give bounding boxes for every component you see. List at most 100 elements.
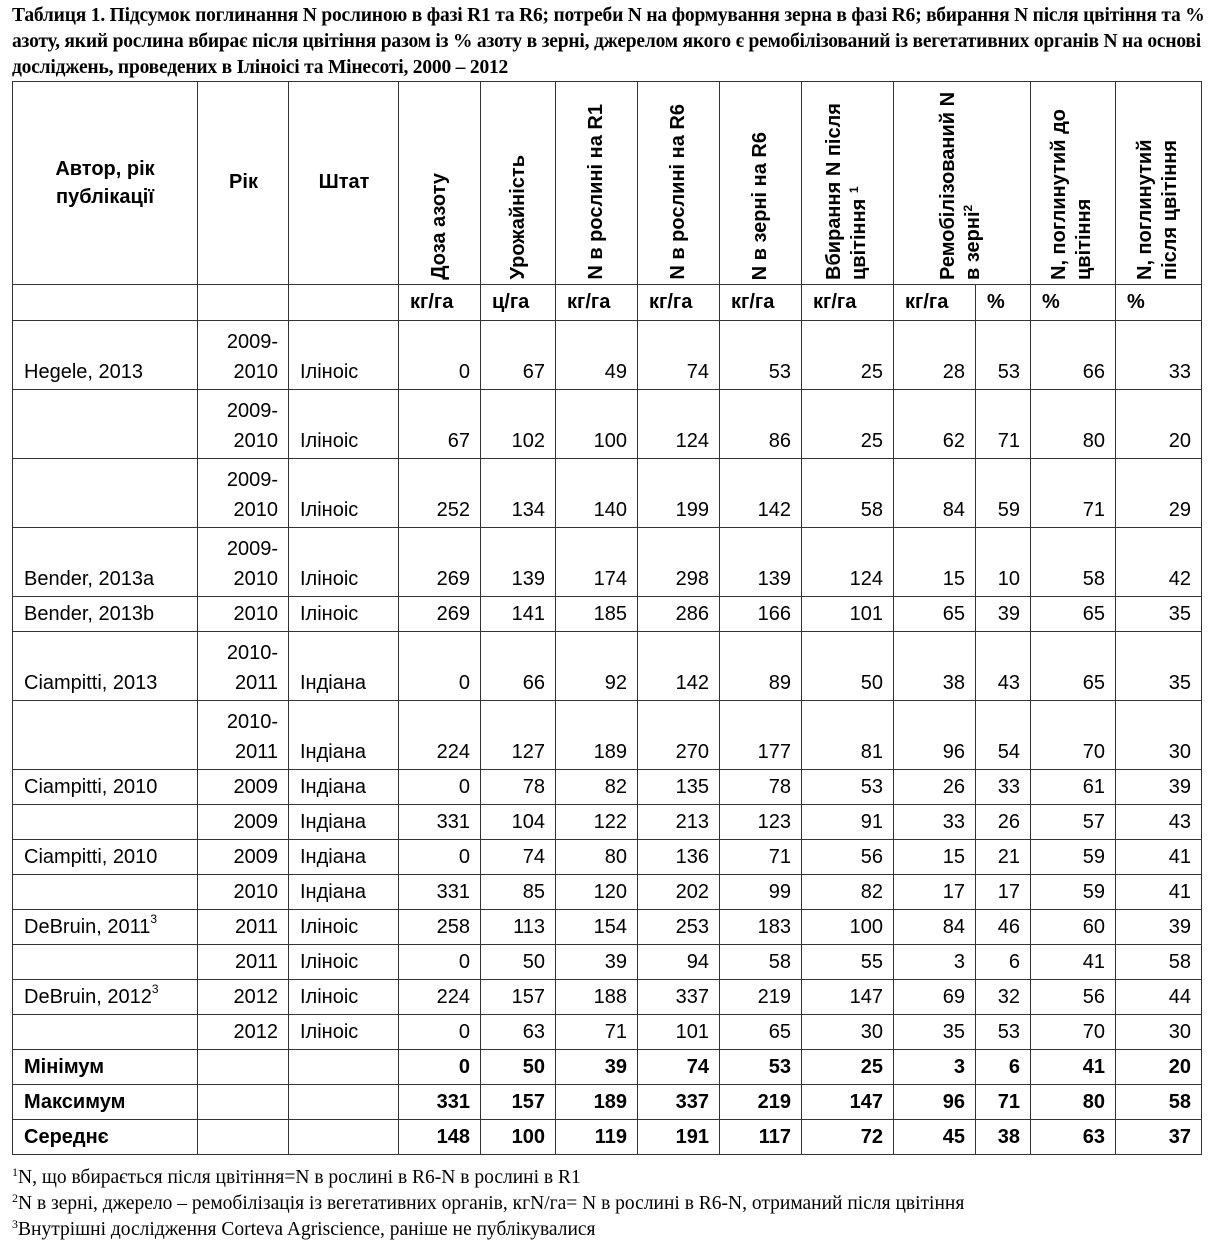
value-cell: 67 (480, 320, 556, 390)
value-cell: 70 (1030, 700, 1116, 770)
value-cell: 188 (555, 979, 638, 1015)
value-cell: 69 (893, 979, 976, 1015)
value-cell: 25 (801, 389, 894, 459)
unit-cell: кг/га (398, 284, 481, 321)
summary-value: 337 (637, 1084, 720, 1120)
unit-cell (197, 284, 289, 321)
value-cell: 199 (637, 458, 720, 528)
state-cell: Індіана (288, 804, 399, 840)
summary-value: 189 (555, 1084, 638, 1120)
value-cell: 82 (555, 769, 638, 805)
author-cell: Ciampitti, 2013 (12, 631, 198, 701)
value-cell: 0 (398, 1014, 481, 1050)
summary-value: 100 (480, 1119, 556, 1155)
author-cell (12, 1014, 198, 1050)
value-cell: 70 (1030, 1014, 1116, 1050)
value-cell: 57 (1030, 804, 1116, 840)
header-author: Автор, рік публікації (12, 81, 198, 285)
summary-value: 37 (1115, 1119, 1202, 1155)
header-uptake: Вбирання N після цвітіння 1 (801, 81, 894, 285)
value-cell: 120 (555, 874, 638, 910)
author-cell (12, 804, 198, 840)
unit-cell: ц/га (480, 284, 556, 321)
author: Ciampitti, 2013 (24, 672, 158, 694)
value-cell: 30 (1115, 700, 1202, 770)
author: DeBruin, 2012 (24, 986, 152, 1008)
empty-cell (197, 1049, 289, 1085)
unit-cell: % (975, 284, 1031, 321)
state-cell: Іліноіс (288, 389, 399, 459)
footnote-text: N, що вбирається після цвітіння=N в росл… (18, 1167, 581, 1188)
value-cell: 100 (801, 909, 894, 945)
year-cell: 2010 (197, 596, 289, 632)
value-cell: 124 (637, 389, 720, 459)
footnote: 1N, що вбирається після цвітіння=N в рос… (12, 1165, 964, 1191)
summary-value: 74 (637, 1049, 720, 1085)
summary-value: 20 (1115, 1049, 1202, 1085)
value-cell: 10 (975, 527, 1031, 597)
value-cell: 53 (975, 320, 1031, 390)
author-cell (12, 944, 198, 980)
year-cell: 2009- 2010 (197, 458, 289, 528)
value-cell: 59 (975, 458, 1031, 528)
value-cell: 84 (893, 909, 976, 945)
year-cell: 2009 (197, 769, 289, 805)
author-cell: Ciampitti, 2010 (12, 839, 198, 875)
summary-value: 3 (893, 1049, 976, 1085)
value-cell: 92 (555, 631, 638, 701)
summary-value: 148 (398, 1119, 481, 1155)
state-cell: Іліноіс (288, 596, 399, 632)
units-row: кг/га ц/га кг/га кг/га кг/га кг/га кг/га%%% (12, 284, 1202, 321)
header-n-r1: N в рослині на R1 (555, 81, 638, 285)
value-cell: 49 (555, 320, 638, 390)
value-cell: 74 (637, 320, 720, 390)
summary-row: Мінімум 0 50 39 74 53 25 3 6 41 20 (12, 1049, 1202, 1085)
value-cell: 58 (719, 944, 802, 980)
value-cell: 85 (480, 874, 556, 910)
header-n-r1-text: N в рослині на R1 (585, 104, 607, 280)
value-cell: 134 (480, 458, 556, 528)
table-row: Ciampitti, 2010 2009 Індіана 0 78 82 135 78 53 26… (12, 769, 1202, 805)
value-cell: 141 (480, 596, 556, 632)
value-cell: 185 (555, 596, 638, 632)
value-cell: 66 (1030, 320, 1116, 390)
year-cell: 2012 (197, 979, 289, 1015)
value-cell: 142 (637, 631, 720, 701)
summary-row: Максимум 331 157 189 337 219 147 96 71 80 58 (12, 1084, 1202, 1120)
value-cell: 78 (480, 769, 556, 805)
value-cell: 298 (637, 527, 720, 597)
empty-cell (197, 1084, 289, 1120)
summary-value: 96 (893, 1084, 976, 1120)
value-cell: 58 (801, 458, 894, 528)
header-year: Рік (197, 81, 289, 285)
value-cell: 269 (398, 596, 481, 632)
author-cell: Bender, 2013b (12, 596, 198, 632)
value-cell: 65 (893, 596, 976, 632)
value-cell: 56 (801, 839, 894, 875)
value-cell: 50 (480, 944, 556, 980)
footnote-mark: 3 (12, 1217, 18, 1231)
unit-cell: кг/га (801, 284, 894, 321)
value-cell: 124 (801, 527, 894, 597)
value-cell: 39 (555, 944, 638, 980)
value-cell: 147 (801, 979, 894, 1015)
header-pre: N, поглинутий до цвітіння (1030, 81, 1116, 285)
header-uptake-label: Вбирання N після цвітіння (822, 103, 870, 280)
summary-value: 219 (719, 1084, 802, 1120)
summary-value: 45 (893, 1119, 976, 1155)
footnote: 2N в зерні, джерело – ремобілізація із в… (12, 1191, 964, 1217)
value-cell: 20 (1115, 389, 1202, 459)
empty-cell (197, 1119, 289, 1155)
author: Bender, 2013a (24, 568, 155, 590)
author-cell: Hegele, 2013 (12, 320, 198, 390)
value-cell: 80 (1030, 389, 1116, 459)
value-cell: 32 (975, 979, 1031, 1015)
footnote-ref: 2 (961, 204, 975, 212)
year-cell: 2009 (197, 839, 289, 875)
unit-cell (288, 284, 399, 321)
value-cell: 269 (398, 527, 481, 597)
unit-cell: кг/га (719, 284, 802, 321)
header-post-text: N, поглинутий після цвітіння (1133, 139, 1181, 280)
value-cell: 0 (398, 320, 481, 390)
header-n-r6: N в рослині на R6 (637, 81, 720, 285)
